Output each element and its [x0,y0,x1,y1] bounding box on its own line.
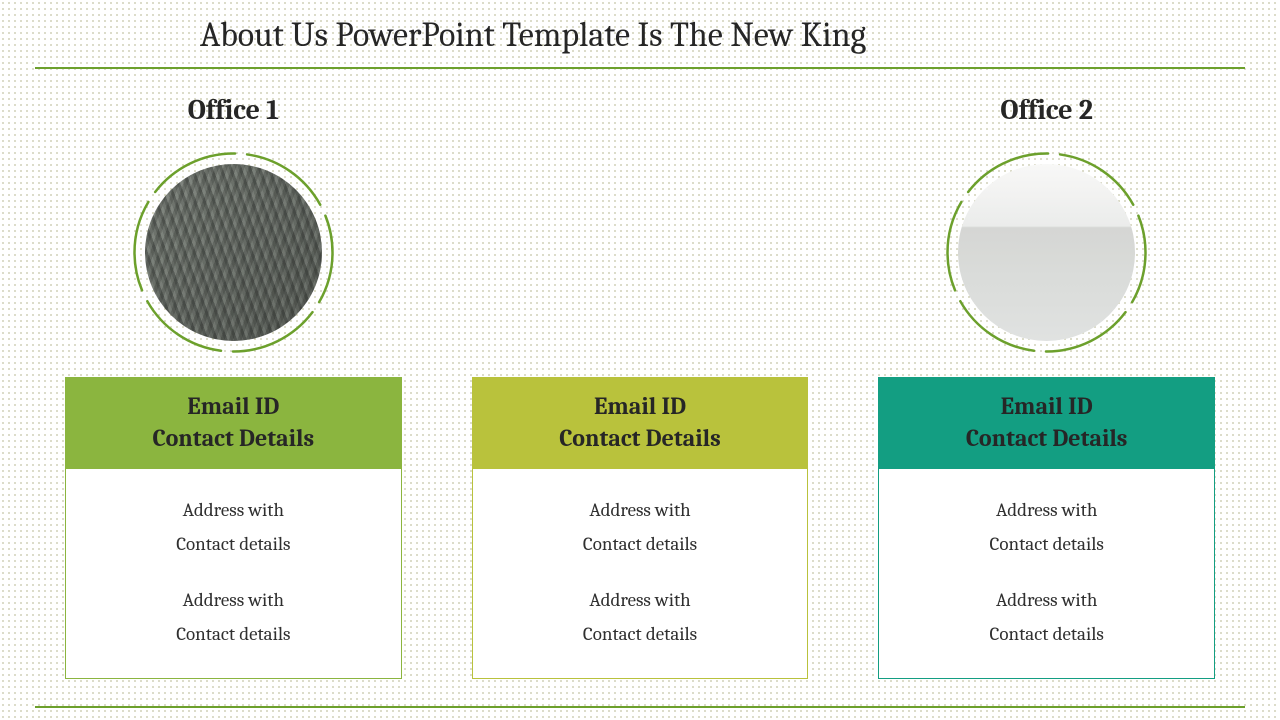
card-body-line: Address with [74,583,393,617]
divider-bottom [35,706,1245,708]
card-head-line: Contact Details [74,422,393,454]
card-body-2: Address with Contact details Address wit… [473,469,808,678]
card-head-line: Email ID [74,390,393,422]
card-body-line: Address with [481,493,800,527]
contact-card-3: Email ID Contact Details Address with Co… [878,377,1215,679]
card-body-line: Address with [887,583,1206,617]
contact-card-2: Email ID Contact Details Address with Co… [472,377,809,679]
card-head-line: Email ID [887,390,1206,422]
card-head-line: Contact Details [887,422,1206,454]
card-head-2: Email ID Contact Details [473,378,808,469]
card-head-line: Email ID [481,390,800,422]
card-body-line: Contact details [74,527,393,561]
card-body-line: Contact details [887,527,1206,561]
office-1-image [145,164,322,341]
card-body-line: Contact details [74,617,393,651]
card-body-line: Contact details [887,617,1206,651]
column-2: Email ID Contact Details Address with Co… [472,94,809,679]
divider-top [35,67,1245,69]
card-head-3: Email ID Contact Details [879,378,1214,469]
office-2-image [958,164,1135,341]
column-3: Office 2 Email ID Contact Details Addres… [878,94,1215,679]
office-label-3: Office 2 [1000,94,1093,132]
card-body-3: Address with Contact details Address wit… [879,469,1214,678]
card-body-line: Contact details [481,527,800,561]
image-circle-1 [131,150,336,355]
card-body-line: Address with [887,493,1206,527]
office-label-1: Office 1 [188,94,279,132]
image-circle-3 [944,150,1149,355]
card-body-line: Contact details [481,617,800,651]
columns-row: Office 1 Email ID Contact Details Addres… [35,94,1245,679]
card-body-line: Address with [481,583,800,617]
slide-content: About Us PowerPoint Template Is The New … [0,0,1280,720]
contact-card-1: Email ID Contact Details Address with Co… [65,377,402,679]
card-head-line: Contact Details [481,422,800,454]
card-head-1: Email ID Contact Details [66,378,401,469]
page-title: About Us PowerPoint Template Is The New … [35,15,1245,67]
card-body-line: Address with [74,493,393,527]
card-body-1: Address with Contact details Address wit… [66,469,401,678]
column-1: Office 1 Email ID Contact Details Addres… [65,94,402,679]
